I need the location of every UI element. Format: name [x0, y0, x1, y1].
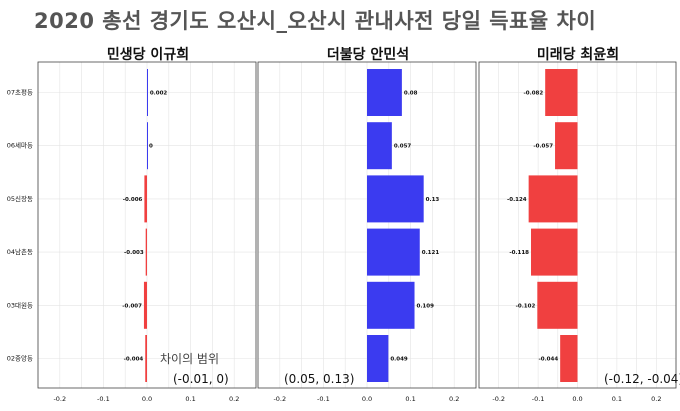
- data-label: -0.082: [524, 91, 544, 97]
- bar: [528, 175, 578, 223]
- x-tick-label: -0.1: [317, 395, 330, 403]
- bar: [367, 228, 420, 276]
- bar: [555, 122, 578, 170]
- y-tick-label: 05신장동: [7, 194, 33, 203]
- data-label: -0.007: [122, 303, 142, 309]
- x-tick-label: 0.1: [185, 395, 195, 403]
- panel-3-range-label: (-0.12, -0.04): [604, 372, 680, 386]
- panel-title-1: 민생당 이규희: [106, 47, 190, 63]
- data-label: 0.109: [417, 303, 435, 309]
- bar: [537, 281, 578, 329]
- panel-title-2: 더불당 안민석: [326, 47, 410, 63]
- bar: [144, 175, 147, 223]
- x-tick-label: 0.2: [229, 395, 239, 403]
- panel-title-3: 미래당 최윤희: [536, 47, 620, 63]
- x-tick-label: 0.1: [612, 395, 622, 403]
- x-tick-label: -0.2: [492, 395, 505, 403]
- x-tick-label: 0.2: [651, 395, 661, 403]
- data-label: 0.13: [426, 197, 440, 203]
- data-label: 0.002: [150, 91, 168, 97]
- x-tick-label: -0.2: [53, 395, 66, 403]
- bar: [560, 335, 578, 382]
- bar: [367, 69, 402, 116]
- bar: [545, 69, 578, 116]
- x-tick-label: -0.2: [273, 395, 286, 403]
- panel-frame: [257, 61, 477, 389]
- panel-2-range-label: (0.05, 0.13): [284, 372, 355, 386]
- bar: [143, 281, 147, 329]
- bar: [367, 175, 424, 223]
- data-label: 0.121: [422, 250, 440, 256]
- x-tick-label: 0.0: [362, 395, 372, 403]
- y-tick-label: 03대원동: [7, 300, 33, 309]
- panel-frame: [478, 61, 677, 389]
- chart-title: 2020 총선 경기도 오산시_오산시 관내사전 당일 득표율 차이: [34, 9, 597, 33]
- data-label: -0.044: [538, 357, 558, 363]
- y-tick-label: 06세마동: [7, 141, 33, 150]
- data-label: 0.057: [394, 144, 412, 150]
- data-label: -0.057: [533, 144, 553, 150]
- range-caption: 차이의 범위: [160, 352, 220, 366]
- data-label: 0: [149, 144, 153, 150]
- bar: [367, 122, 392, 170]
- panel-frame: [37, 61, 257, 389]
- panel-1-range-label: (-0.01, 0): [173, 372, 229, 386]
- bar: [145, 335, 147, 382]
- data-label: -0.004: [124, 357, 144, 363]
- data-label: -0.006: [123, 197, 143, 203]
- bar: [531, 228, 578, 276]
- data-label: -0.118: [509, 250, 529, 256]
- x-tick-label: 0.2: [449, 395, 459, 403]
- data-label: -0.124: [507, 197, 527, 203]
- bar: [145, 228, 147, 276]
- bar: [147, 122, 148, 170]
- data-label: 0.049: [390, 357, 408, 363]
- data-label: 0.08: [404, 91, 418, 97]
- bar: [367, 281, 415, 329]
- y-tick-label: 07초평동: [7, 88, 33, 97]
- x-tick-label: 0.0: [142, 395, 152, 403]
- bar: [147, 69, 148, 116]
- x-tick-label: 0.1: [405, 395, 415, 403]
- y-tick-label: 04남촌동: [7, 247, 33, 256]
- bar: [367, 335, 389, 382]
- x-tick-label: -0.1: [97, 395, 110, 403]
- data-label: -0.003: [124, 250, 144, 256]
- y-tick-label: 02중앙동: [7, 355, 33, 363]
- data-label: -0.102: [516, 303, 536, 309]
- x-tick-label: 0.0: [572, 395, 582, 403]
- x-tick-label: -0.1: [532, 395, 545, 403]
